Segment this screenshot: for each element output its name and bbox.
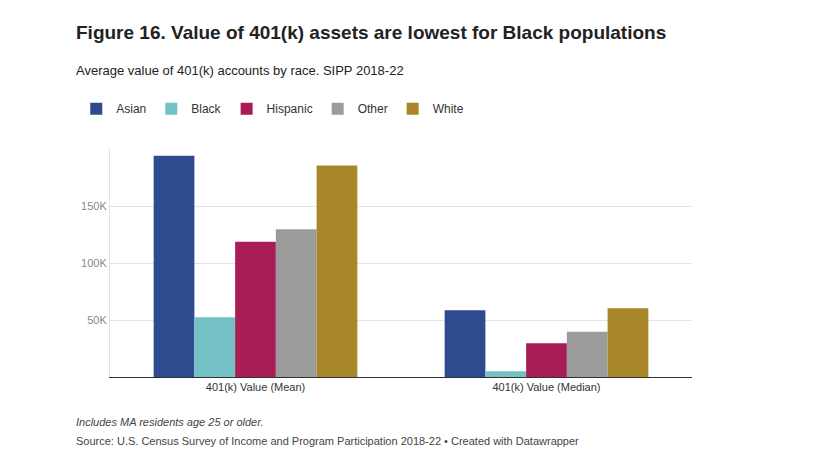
svg-text:Other: Other bbox=[358, 102, 388, 116]
html-text:Average value of 401(k) accoun: Average value of 401(k) accounts by race… bbox=[76, 63, 404, 78]
svg-text:150K: 150K bbox=[81, 200, 107, 212]
html-text:Source: U.S. Census Survey of: Source: U.S. Census Survey of Income and… bbox=[76, 435, 579, 447]
svg-text:401(k) Value (Mean): 401(k) Value (Mean) bbox=[206, 381, 305, 393]
svg-text:50K: 50K bbox=[87, 314, 107, 326]
html-text:Includes MA residents age 25 o: Includes MA residents age 25 or older. bbox=[76, 416, 264, 428]
svg-text:Hispanic: Hispanic bbox=[267, 102, 313, 116]
svg-text:Black: Black bbox=[191, 102, 221, 116]
svg-text:Asian: Asian bbox=[116, 102, 146, 116]
svg-text:100K: 100K bbox=[81, 257, 107, 269]
svg-text:White: White bbox=[433, 102, 464, 116]
html-text:Figure 16. Value of 401(k) ass: Figure 16. Value of 401(k) assets are lo… bbox=[76, 22, 667, 43]
svg-text:401(k) Value (Median): 401(k) Value (Median) bbox=[492, 381, 600, 393]
